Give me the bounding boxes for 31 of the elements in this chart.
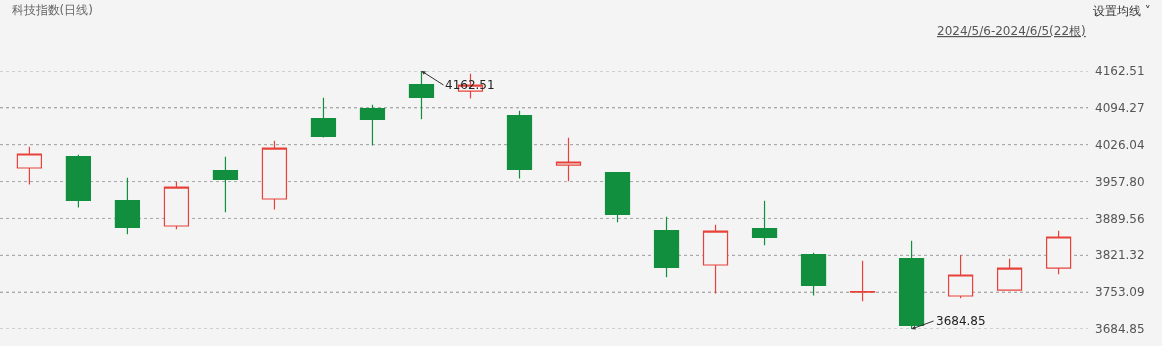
candlestick [16, 146, 43, 185]
candlestick [849, 260, 876, 302]
candlestick [1045, 230, 1072, 275]
text: 设置均线 ˅ [1093, 4, 1151, 18]
candlestick [310, 97, 337, 138]
candlestick [65, 154, 92, 208]
candlestick [947, 254, 974, 299]
candlestick [212, 156, 239, 213]
candlestick [604, 172, 631, 223]
y-tick-label: 4162.51 [1095, 64, 1145, 79]
annotation: 3684.85 [936, 314, 986, 328]
candlestick [996, 258, 1023, 291]
candlestick [114, 177, 141, 235]
candlestick [751, 200, 778, 246]
chart-title: 科技指数(日线) [11, 2, 93, 17]
y-tick-label: 4094.27 [1095, 101, 1145, 116]
candlestick [702, 224, 729, 294]
y-tick-label: 4026.04 [1095, 137, 1145, 152]
candlestick [359, 104, 386, 146]
candlestick [800, 252, 827, 296]
y-tick-label: 3684.85 [1095, 322, 1145, 337]
text: 2024/5/6-2024/6/5(22根) [937, 24, 1086, 38]
candlestick [261, 140, 288, 210]
candlestick [506, 110, 533, 179]
y-tick-label: 3957.80 [1095, 174, 1145, 189]
candlestick [555, 137, 582, 182]
y-tick-label: 3821.32 [1095, 248, 1145, 263]
y-tick-label: 3889.56 [1095, 211, 1145, 226]
y-tick-label: 3753.09 [1095, 285, 1145, 300]
candlestick [163, 181, 190, 230]
candlestick [653, 216, 680, 278]
